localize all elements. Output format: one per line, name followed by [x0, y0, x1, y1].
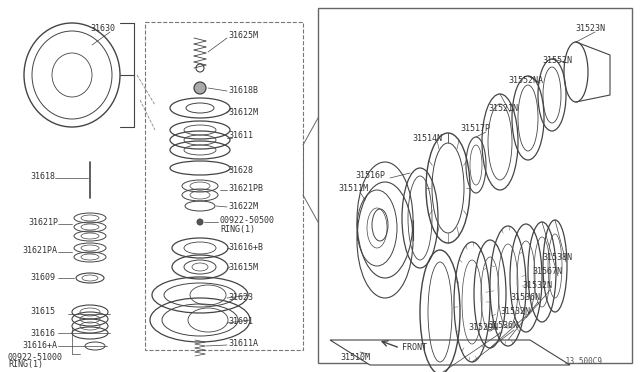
Text: 31532N: 31532N	[522, 282, 552, 291]
Text: RING(1): RING(1)	[8, 359, 43, 369]
Text: 00922-51000: 00922-51000	[8, 353, 63, 362]
Text: 31514N: 31514N	[412, 134, 442, 142]
Text: 31536N: 31536N	[510, 294, 540, 302]
Polygon shape	[330, 340, 570, 365]
Text: 31612M: 31612M	[228, 108, 258, 116]
Text: 31621PB: 31621PB	[228, 183, 263, 192]
Text: J3 500C9: J3 500C9	[565, 357, 602, 366]
Text: 31611A: 31611A	[228, 340, 258, 349]
Text: 31616+A: 31616+A	[22, 341, 57, 350]
Text: 31618: 31618	[30, 171, 55, 180]
Text: 31615M: 31615M	[228, 263, 258, 273]
Circle shape	[197, 219, 203, 225]
Text: 31691: 31691	[228, 317, 253, 327]
Text: 31536N: 31536N	[488, 321, 518, 330]
Text: 31552N: 31552N	[542, 55, 572, 64]
Text: 31621PA: 31621PA	[22, 246, 57, 254]
Text: 31510M: 31510M	[340, 353, 370, 362]
Text: 31628: 31628	[228, 166, 253, 174]
Text: 31615: 31615	[30, 308, 55, 317]
Text: 31538N: 31538N	[542, 253, 572, 263]
Text: 31630: 31630	[90, 23, 115, 32]
Text: 31552NA: 31552NA	[508, 76, 543, 84]
Bar	[145, 22, 303, 350]
Ellipse shape	[357, 162, 413, 278]
Text: RING(1): RING(1)	[220, 224, 255, 234]
Text: 31567N: 31567N	[532, 267, 562, 276]
Text: 31622M: 31622M	[228, 202, 258, 211]
Text: 31623: 31623	[228, 292, 253, 301]
Circle shape	[194, 82, 206, 94]
Text: 31529N: 31529N	[468, 324, 498, 333]
Text: 31521N: 31521N	[488, 103, 518, 112]
Bar	[318, 8, 632, 363]
Text: FRONT: FRONT	[402, 343, 427, 353]
Text: 31616: 31616	[30, 328, 55, 337]
Text: 31621P: 31621P	[28, 218, 58, 227]
Text: 31625M: 31625M	[228, 31, 258, 39]
Text: 31616+B: 31616+B	[228, 243, 263, 251]
Text: 31532N: 31532N	[500, 308, 530, 317]
Text: 31523N: 31523N	[575, 23, 605, 32]
Text: 31517P: 31517P	[460, 124, 490, 132]
Text: 31609: 31609	[30, 273, 55, 282]
Text: 31611: 31611	[228, 131, 253, 140]
Text: 00922-50500: 00922-50500	[220, 215, 275, 224]
Text: 31516P: 31516P	[355, 170, 385, 180]
Text: 31511M: 31511M	[338, 183, 368, 192]
Text: 31618B: 31618B	[228, 86, 258, 94]
